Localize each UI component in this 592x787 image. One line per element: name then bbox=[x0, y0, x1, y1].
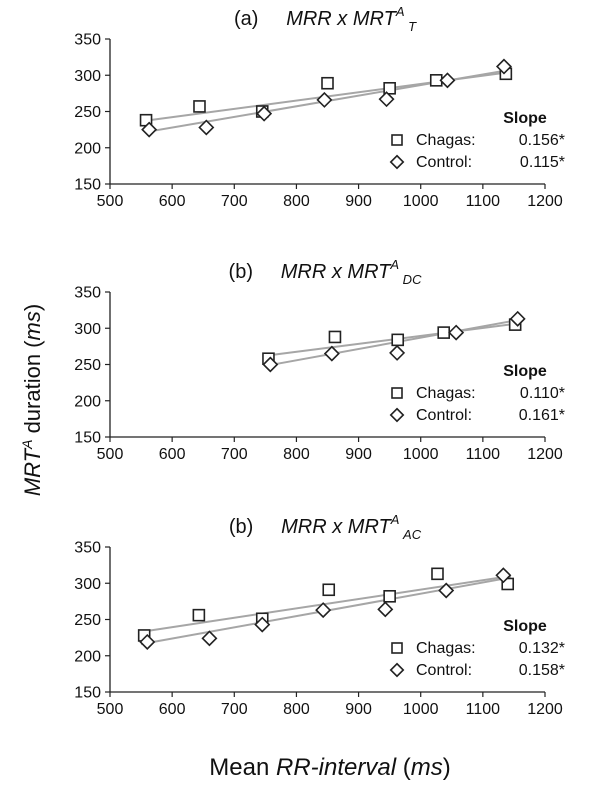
data-point-diamond bbox=[141, 121, 158, 138]
legend-label: Control: bbox=[416, 662, 472, 679]
y-tick-label: 150 bbox=[74, 685, 101, 702]
x-tick-label: 600 bbox=[159, 701, 186, 718]
data-point-diamond bbox=[256, 105, 273, 122]
data-point-diamond bbox=[448, 324, 465, 341]
x-tick-label: 1100 bbox=[466, 446, 501, 463]
legend-slope-value: 0.110* bbox=[520, 385, 565, 402]
data-point-square bbox=[321, 76, 334, 90]
x-tick-label: 900 bbox=[345, 193, 372, 210]
panel-2: (b) MRR x MRTA DC 150 200 250 300 350 500 600 70… bbox=[74, 257, 565, 463]
x-tick-label: 1000 bbox=[403, 193, 439, 210]
x-tick-label: 500 bbox=[97, 701, 124, 718]
x-tick-label: 900 bbox=[345, 701, 372, 718]
data-point-diamond bbox=[438, 582, 455, 599]
data-point-diamond bbox=[509, 310, 526, 327]
y-tick-label: 250 bbox=[74, 104, 101, 121]
x-tick-label: 600 bbox=[159, 193, 186, 210]
y-tick-label: 300 bbox=[74, 576, 101, 593]
x-tick-label: 1200 bbox=[527, 193, 563, 210]
legend-marker-square bbox=[391, 387, 403, 399]
fit-line-square bbox=[140, 575, 511, 633]
legend-label: Control: bbox=[416, 407, 472, 424]
data-point-diamond bbox=[377, 601, 394, 618]
data-point-diamond bbox=[139, 633, 156, 650]
x-tick-label: 900 bbox=[345, 446, 372, 463]
legend-label: Chagas: bbox=[416, 385, 476, 402]
data-point-square bbox=[322, 583, 336, 597]
data-point-square bbox=[192, 608, 206, 622]
data-point-diamond bbox=[323, 345, 340, 362]
panel-title: (b) MRR x MRTA DC bbox=[229, 257, 423, 287]
y-tick-label: 150 bbox=[74, 430, 101, 447]
data-point-square bbox=[431, 567, 444, 581]
x-axis-label: Mean RR-interval (ms) bbox=[209, 754, 450, 781]
data-point-diamond bbox=[439, 72, 456, 89]
x-tick-label: 800 bbox=[283, 446, 310, 463]
legend-marker-diamond bbox=[389, 407, 405, 423]
panel-1: (a) MRR x MRTA T 150 200 250 300 350 500 600 700… bbox=[74, 4, 565, 210]
y-tick-label: 150 bbox=[74, 177, 101, 194]
legend-slope-value: 0.156* bbox=[519, 132, 565, 149]
x-tick-label: 1000 bbox=[403, 446, 439, 463]
data-point-square bbox=[437, 326, 451, 339]
legend-title: Slope bbox=[503, 110, 547, 127]
legend-marker-diamond bbox=[389, 154, 405, 170]
y-axis-label: MRTA duration (ms) bbox=[19, 304, 45, 496]
legend-label: Chagas: bbox=[416, 132, 476, 149]
panel-title: (b) MRR x MRTA AC bbox=[229, 512, 422, 542]
x-tick-label: 600 bbox=[159, 446, 186, 463]
legend-marker-diamond bbox=[389, 662, 405, 678]
x-tick-label: 1000 bbox=[403, 701, 439, 718]
legend-slope-value: 0.132* bbox=[519, 640, 565, 657]
x-tick-label: 1200 bbox=[527, 701, 563, 718]
legend-label: Control: bbox=[416, 154, 472, 171]
data-point-diamond bbox=[262, 356, 279, 373]
data-point-diamond bbox=[198, 119, 215, 136]
y-tick-label: 250 bbox=[74, 612, 101, 629]
legend-slope-value: 0.115* bbox=[520, 154, 565, 171]
y-tick-label: 350 bbox=[74, 540, 101, 557]
x-tick-label: 700 bbox=[221, 701, 248, 718]
data-point-square bbox=[391, 333, 405, 347]
legend-label: Chagas: bbox=[416, 640, 476, 657]
x-tick-label: 1100 bbox=[466, 701, 501, 718]
y-tick-label: 350 bbox=[74, 285, 101, 302]
data-point-square bbox=[383, 82, 396, 95]
y-tick-label: 350 bbox=[74, 32, 101, 49]
legend-marker-square bbox=[391, 642, 403, 654]
legend-slope-value: 0.161* bbox=[519, 407, 565, 424]
legend-slope-value: 0.158* bbox=[519, 662, 565, 679]
data-point-square bbox=[383, 589, 396, 603]
legend-marker-square bbox=[391, 134, 403, 146]
data-point-diamond bbox=[316, 91, 333, 108]
y-tick-label: 250 bbox=[74, 357, 101, 374]
data-point-diamond bbox=[495, 567, 512, 584]
x-tick-label: 700 bbox=[221, 193, 248, 210]
data-point-diamond bbox=[389, 344, 406, 361]
data-point-diamond bbox=[315, 602, 332, 619]
x-tick-label: 1100 bbox=[466, 193, 501, 210]
x-tick-label: 800 bbox=[283, 701, 310, 718]
x-tick-label: 500 bbox=[97, 193, 124, 210]
x-tick-label: 1200 bbox=[527, 446, 563, 463]
x-tick-label: 800 bbox=[283, 193, 310, 210]
legend-title: Slope bbox=[503, 363, 547, 380]
y-tick-label: 200 bbox=[74, 140, 101, 157]
y-tick-label: 200 bbox=[74, 393, 101, 410]
data-point-square bbox=[193, 100, 206, 113]
data-point-diamond bbox=[254, 616, 271, 633]
x-tick-label: 500 bbox=[97, 446, 124, 463]
x-tick-label: 700 bbox=[221, 446, 248, 463]
data-point-diamond bbox=[201, 630, 218, 647]
y-tick-label: 200 bbox=[74, 648, 101, 665]
y-tick-label: 300 bbox=[74, 321, 101, 338]
legend-title: Slope bbox=[503, 618, 547, 635]
data-point-diamond bbox=[495, 58, 512, 75]
data-point-diamond bbox=[378, 91, 395, 108]
data-point-square bbox=[328, 330, 342, 344]
panel-3: (b) MRR x MRTA AC 150 200 250 300 350 500 600 70… bbox=[74, 512, 565, 718]
panel-title: (a) MRR x MRTA T bbox=[234, 4, 417, 34]
y-tick-label: 300 bbox=[74, 68, 101, 85]
